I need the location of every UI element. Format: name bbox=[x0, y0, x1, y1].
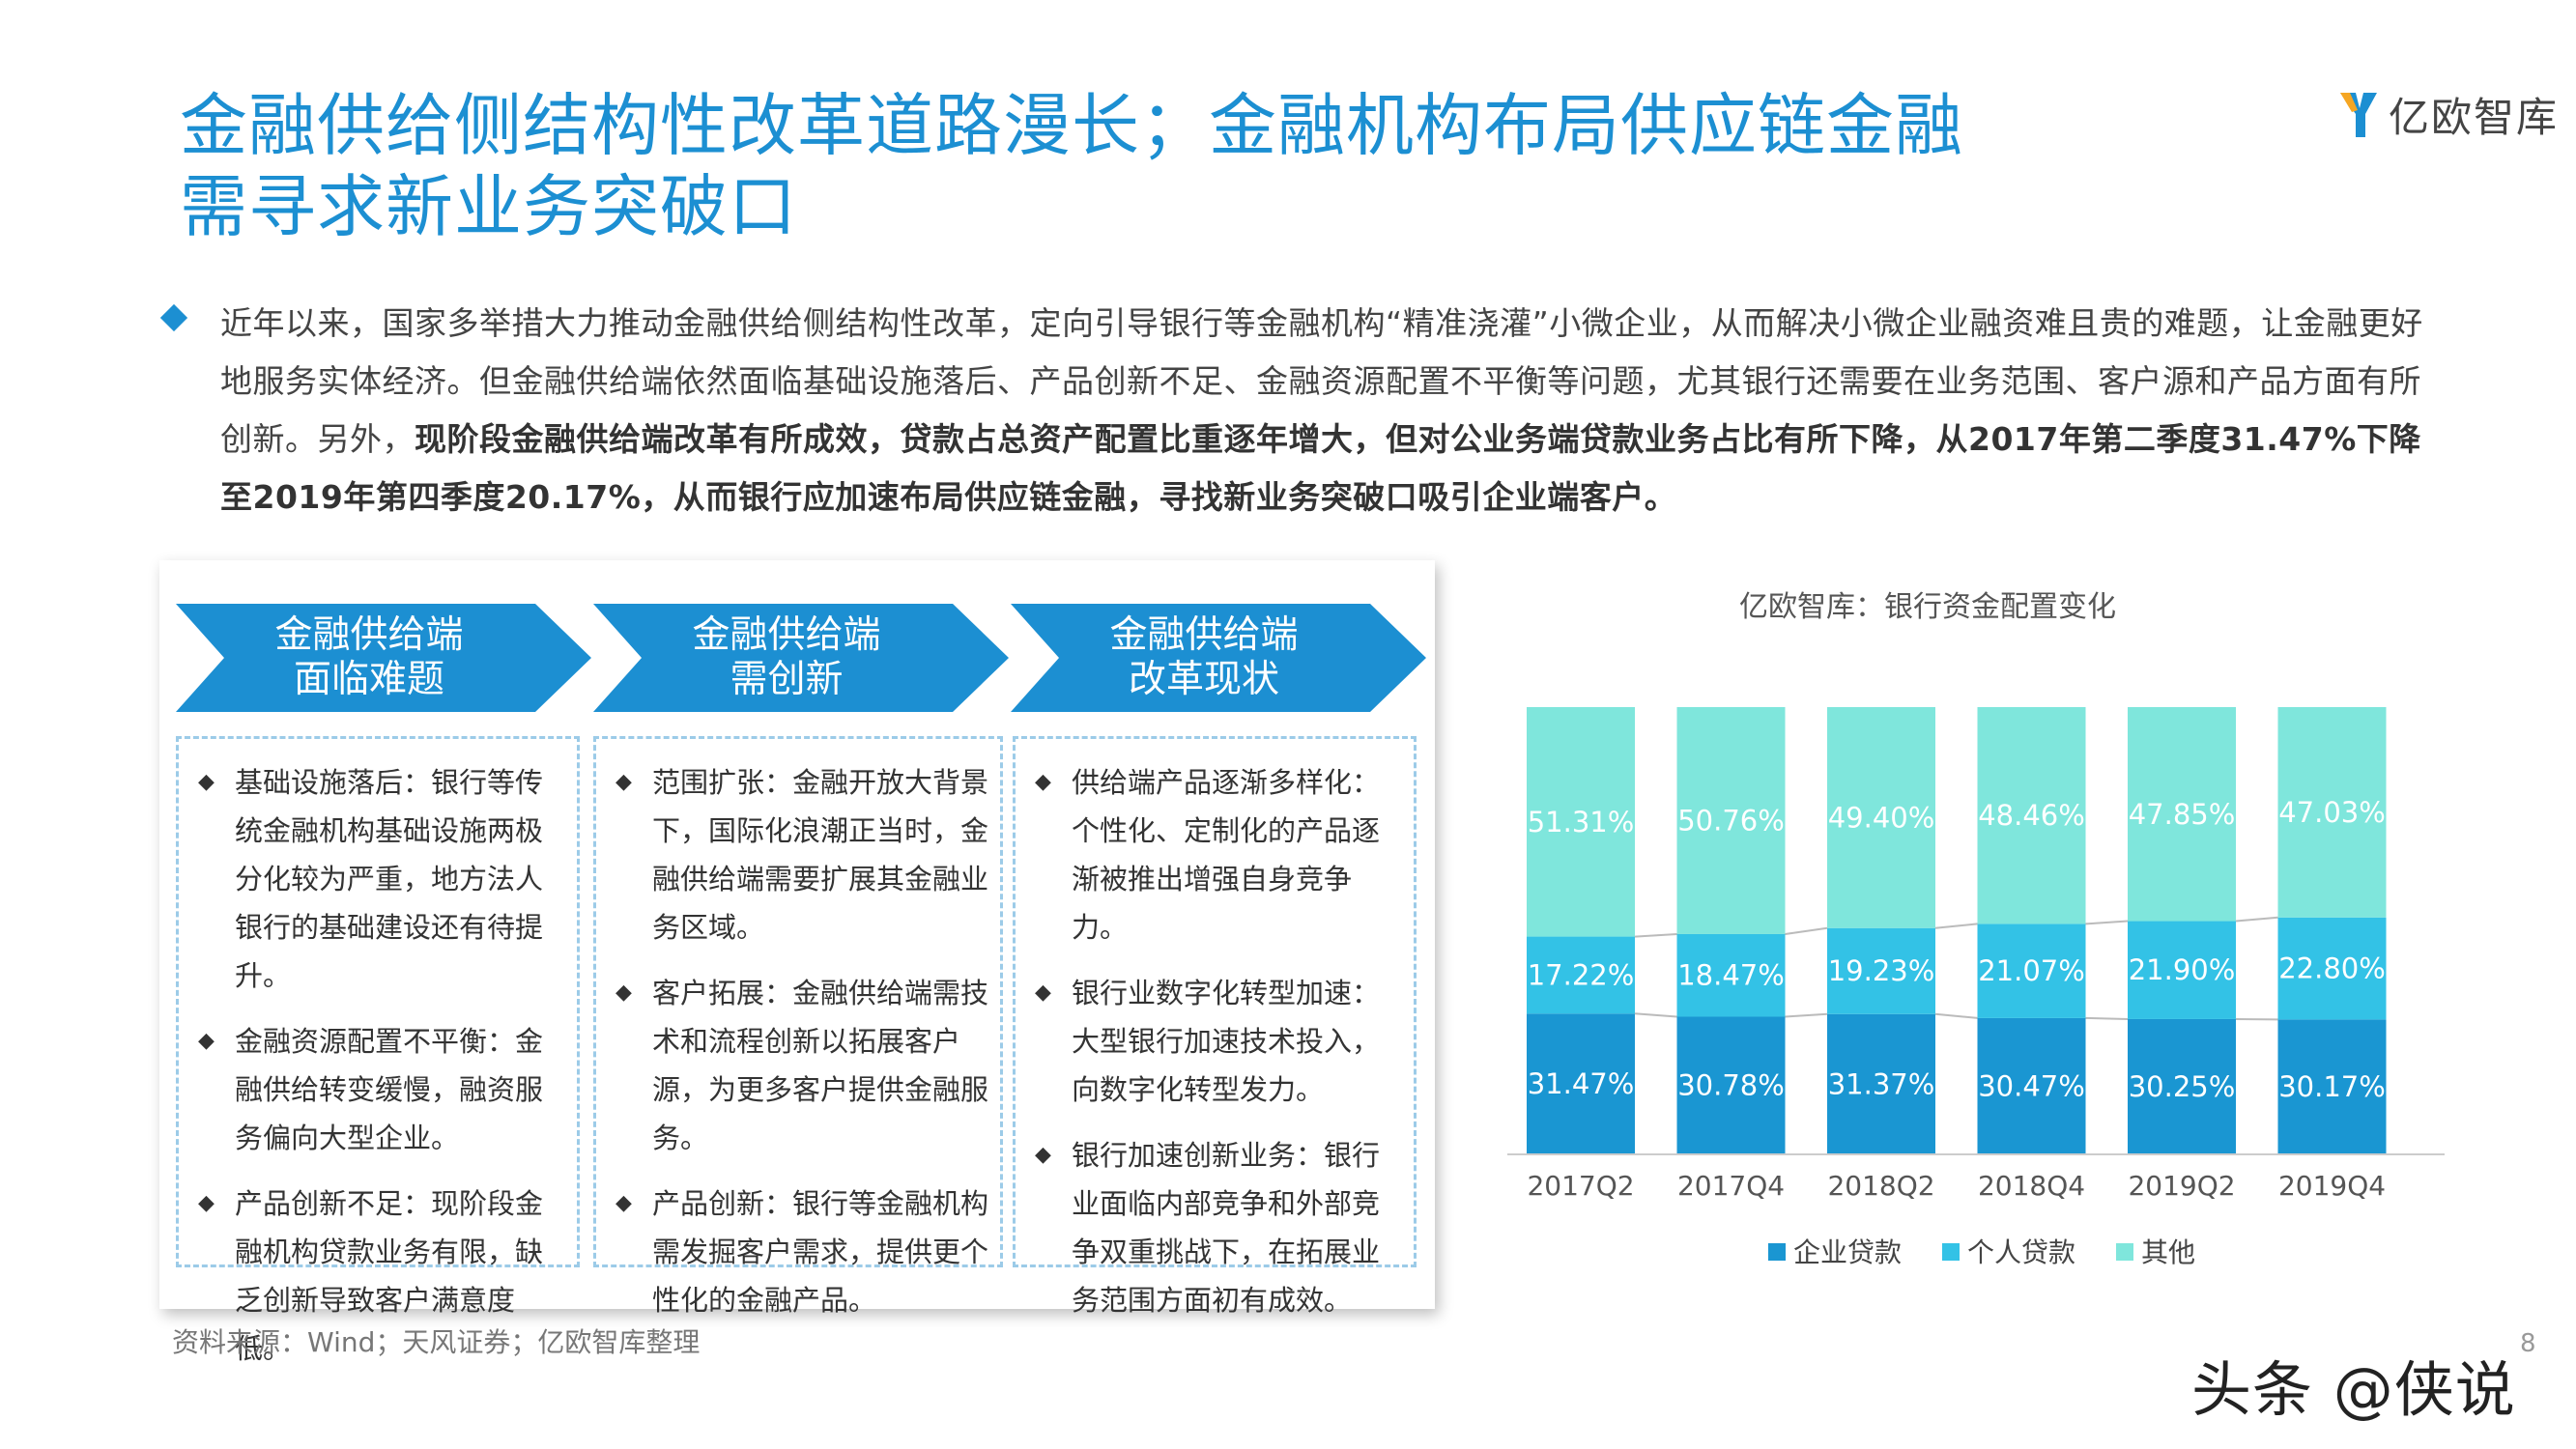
bar-其他-2017Q2 bbox=[1527, 707, 1635, 937]
series-connector-line bbox=[1934, 1012, 1978, 1019]
legend-swatch-其他 bbox=[2116, 1243, 2133, 1261]
series-connector-line bbox=[1785, 926, 1828, 935]
list-item: 产品创新：银行等金融机构需发掘客户需求，提供更个性化的金融产品。 bbox=[615, 1179, 988, 1324]
bar-企业贷款-2019Q4 bbox=[2277, 1019, 2387, 1154]
data-label: 17.22% bbox=[1528, 958, 1635, 991]
x-tick-label: 2017Q2 bbox=[1527, 1170, 1634, 1202]
bar-其他-2019Q4 bbox=[2277, 707, 2387, 918]
diamond-bullet-icon bbox=[159, 303, 188, 332]
legend-swatch-个人贷款 bbox=[1942, 1243, 1960, 1261]
column-header-1-line2: 面临难题 bbox=[293, 658, 444, 701]
bar-其他-2019Q2 bbox=[2128, 707, 2236, 922]
column-header-3: 金融供给端 改革现状 bbox=[1011, 604, 1426, 712]
column-box-2: 范围扩张：金融开放大背景下，国际化浪潮正当时，金融供给端需要扩展其金融业务区域。… bbox=[593, 736, 1003, 1317]
bar-企业贷款-2018Q4 bbox=[1977, 1017, 2086, 1154]
bar-个人贷款-2018Q4 bbox=[1977, 923, 2086, 1018]
column-header-3-line1: 金融供给端 bbox=[1109, 613, 1299, 657]
bar-企业贷款-2019Q2 bbox=[2128, 1018, 2236, 1154]
legend-swatch-企业贷款 bbox=[1768, 1243, 1786, 1261]
data-label: 30.17% bbox=[2278, 1070, 2386, 1103]
list-item: 银行业数字化转型加速：大型银行加速技术投入，向数字化转型发力。 bbox=[1035, 969, 1402, 1114]
logo: 亿欧智库 bbox=[2338, 85, 2559, 143]
watermark: 头条 @侠说 bbox=[2191, 1354, 2516, 1425]
data-label: 49.40% bbox=[1828, 801, 1935, 834]
data-label: 22.80% bbox=[2278, 952, 2386, 985]
bar-企业贷款-2017Q2 bbox=[1527, 1013, 1635, 1154]
data-label: 47.85% bbox=[2129, 798, 2236, 831]
x-tick-label: 2019Q4 bbox=[2278, 1170, 2386, 1202]
series-connector-line bbox=[1634, 1012, 1677, 1018]
list-item: 产品创新不足：现阶段金融机构贷款业务有限，缺乏创新导致客户满意度低。 bbox=[198, 1179, 565, 1373]
stacked-bar-chart: 31.47% 17.22% 51.31% 2017Q2 30.78% 18.47% 50.7… bbox=[1507, 706, 2445, 1268]
list-item: 银行加速创新业务：银行业面临内部竞争和外部竞争双重挑战下，在拓展业务范围方面初有… bbox=[1035, 1131, 1402, 1324]
series-connector-line bbox=[2085, 1016, 2129, 1020]
page-number: 8 bbox=[2520, 1329, 2536, 1358]
intro-paragraph: 近年以来，国家多举措大力推动金融供给侧结构性改革，定向引导银行等金融机构“精准浇… bbox=[159, 295, 2425, 526]
column-header-3-line2: 改革现状 bbox=[1128, 658, 1279, 701]
list-item: 供给端产品逐渐多样化：个性化、定制化的产品逐渐被推出增强自身竞争力。 bbox=[1035, 758, 1402, 952]
list-item: 金融资源配置不平衡：金融供给转变缓慢，融资服务偏向大型企业。 bbox=[198, 1017, 565, 1162]
x-tick-label: 2019Q2 bbox=[2128, 1170, 2235, 1202]
data-label: 31.47% bbox=[1528, 1067, 1635, 1100]
series-connector-line bbox=[1934, 923, 1978, 929]
column-header-1-line1: 金融供给端 bbox=[274, 613, 464, 657]
data-label: 30.25% bbox=[2129, 1070, 2236, 1103]
bar-个人贷款-2019Q2 bbox=[2128, 921, 2236, 1019]
legend-label: 个人贷款 bbox=[1967, 1236, 2075, 1268]
data-label: 51.31% bbox=[1528, 806, 1635, 838]
intro-text: 近年以来，国家多举措大力推动金融供给侧结构性改革，定向引导银行等金融机构“精准浇… bbox=[220, 304, 2423, 458]
intro-bold-text: 现阶段金融供给端改革有所成效，贷款占总资产配置比重逐年增大，但对公业务端贷款业务… bbox=[220, 420, 2421, 516]
data-label: 21.07% bbox=[1978, 954, 2085, 987]
column-box-3: 供给端产品逐渐多样化：个性化、定制化的产品逐渐被推出增强自身竞争力。 银行业数字… bbox=[1013, 736, 1417, 1317]
bar-企业贷款-2017Q4 bbox=[1676, 1016, 1786, 1154]
chevron-arrow-icon bbox=[176, 604, 591, 712]
list-item: 客户拓展：金融供给端需技术和流程创新以拓展客户源，为更多客户提供金融服务。 bbox=[615, 969, 988, 1162]
x-tick-label: 2018Q4 bbox=[1978, 1170, 2085, 1202]
data-label: 48.46% bbox=[1978, 799, 2085, 832]
chevron-arrow-icon bbox=[1011, 604, 1426, 712]
logo-text: 亿欧智库 bbox=[2389, 93, 2560, 141]
source-note: 资料来源：Wind；天风证券；亿欧智库整理 bbox=[172, 1326, 701, 1358]
data-label: 30.47% bbox=[1978, 1069, 2085, 1102]
chevron-arrow-icon bbox=[593, 604, 1009, 712]
series-connector-line bbox=[2085, 920, 2129, 925]
bar-个人贷款-2017Q4 bbox=[1676, 933, 1786, 1017]
bar-个人贷款-2019Q4 bbox=[2277, 917, 2387, 1020]
bar-企业贷款-2018Q2 bbox=[1827, 1013, 1935, 1154]
series-connector-line bbox=[1785, 1012, 1828, 1018]
x-tick-label: 2018Q2 bbox=[1827, 1170, 1934, 1202]
column-header-2: 金融供给端 需创新 bbox=[593, 604, 1009, 712]
chart-title: 亿欧智库：银行资金配置变化 bbox=[1739, 590, 2116, 624]
column-header-2-line2: 需创新 bbox=[730, 658, 844, 701]
data-label: 31.37% bbox=[1828, 1067, 1935, 1100]
logo-icon bbox=[2340, 93, 2377, 137]
column-box-1: 基础设施落后：银行等传统金融机构基础设施两极分化较为严重，地方法人银行的基础建设… bbox=[176, 736, 580, 1365]
data-label: 19.23% bbox=[1828, 954, 1935, 987]
page-title: 金融供给侧结构性改革道路漫长；金融机构布局供应链金融需寻求新业务突破口 bbox=[180, 86, 1963, 246]
legend-label: 其他 bbox=[2141, 1236, 2195, 1268]
data-label: 30.78% bbox=[1677, 1069, 1785, 1102]
bar-其他-2018Q4 bbox=[1977, 707, 2086, 924]
bar-个人贷款-2018Q2 bbox=[1827, 927, 1935, 1014]
series-connector-line bbox=[1634, 932, 1677, 938]
data-label: 21.90% bbox=[2129, 953, 2236, 986]
legend-label: 企业贷款 bbox=[1793, 1236, 1902, 1268]
x-tick-label: 2017Q4 bbox=[1677, 1170, 1785, 1202]
bar-个人贷款-2017Q2 bbox=[1527, 936, 1635, 1014]
data-label: 47.03% bbox=[2278, 796, 2386, 829]
column-header-1: 金融供给端 面临难题 bbox=[176, 604, 591, 712]
bar-其他-2017Q4 bbox=[1676, 706, 1786, 934]
column-header-2-line1: 金融供给端 bbox=[692, 613, 881, 657]
data-label: 50.76% bbox=[1677, 804, 1785, 837]
list-item: 范围扩张：金融开放大背景下，国际化浪潮正当时，金融供给端需要扩展其金融业务区域。 bbox=[615, 758, 988, 952]
list-item: 基础设施落后：银行等传统金融机构基础设施两极分化较为严重，地方法人银行的基础建设… bbox=[198, 758, 565, 1000]
data-label: 18.47% bbox=[1677, 959, 1785, 992]
series-connector-line bbox=[2235, 916, 2278, 923]
bar-其他-2018Q2 bbox=[1827, 707, 1935, 928]
